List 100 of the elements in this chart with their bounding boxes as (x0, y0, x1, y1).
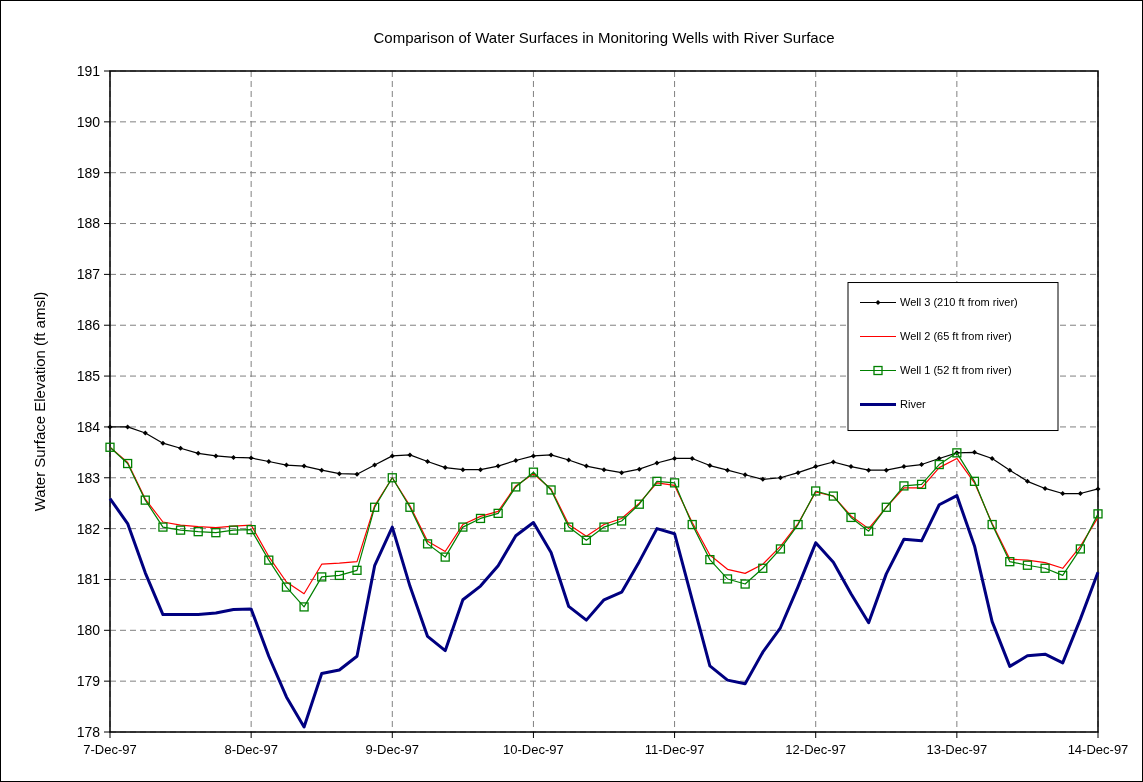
y-axis-title: Water Surface Elevation (ft amsl) (31, 291, 48, 512)
point (634, 499, 644, 509)
point (740, 579, 750, 589)
point (425, 459, 431, 464)
point (1058, 570, 1068, 581)
point (387, 473, 397, 483)
point (369, 502, 380, 512)
point (742, 472, 748, 478)
x-tick-label: 7-Dec-97 (83, 742, 137, 757)
y-tick-label: 185 (76, 367, 101, 384)
point (636, 466, 642, 472)
x-tick-label: 12-Dec-97 (785, 742, 847, 757)
point (178, 445, 184, 451)
point (264, 555, 274, 565)
y-tick-label: 178 (76, 723, 101, 740)
point (652, 476, 662, 486)
point (1060, 491, 1066, 497)
point (211, 528, 221, 538)
point (883, 467, 889, 473)
point (583, 463, 589, 469)
point (440, 552, 450, 562)
point (705, 554, 715, 565)
point (175, 525, 186, 535)
point (334, 570, 345, 581)
point (899, 481, 909, 491)
point (669, 478, 680, 488)
y-tick-label: 187 (76, 266, 101, 283)
point (493, 508, 503, 519)
point (689, 455, 695, 461)
point (616, 516, 627, 526)
point (142, 430, 148, 436)
point (317, 572, 327, 582)
x-tick-label: 10-Dec-97 (503, 742, 564, 757)
point (654, 460, 660, 466)
y-tick-label: 189 (76, 164, 101, 181)
point (107, 424, 113, 430)
point (548, 452, 554, 458)
point (105, 442, 115, 452)
point (193, 527, 203, 537)
point (1040, 563, 1050, 573)
point (422, 539, 433, 549)
point (1042, 485, 1048, 491)
point (299, 602, 309, 612)
point (530, 453, 536, 459)
point (725, 467, 730, 473)
point (513, 457, 519, 463)
point (758, 563, 768, 573)
point (795, 470, 801, 476)
point (601, 467, 607, 473)
point (125, 424, 131, 430)
point (319, 467, 325, 473)
point (581, 535, 592, 545)
point (828, 491, 839, 501)
point (919, 462, 925, 468)
point (354, 471, 360, 477)
point (122, 458, 133, 469)
point (687, 519, 697, 530)
point (1024, 478, 1030, 484)
point (213, 453, 219, 459)
point (407, 452, 413, 458)
point (246, 524, 256, 535)
y-tick-label: 181 (76, 571, 101, 588)
point (775, 544, 786, 554)
legend-label: Well 1 (52 ft from river) (900, 364, 1012, 377)
point (405, 502, 415, 512)
point (848, 464, 854, 470)
x-tick-label: 9-Dec-97 (365, 742, 420, 757)
y-tick-label: 184 (76, 418, 101, 435)
point (158, 522, 168, 532)
point (283, 462, 289, 468)
point (934, 459, 944, 470)
chart-title: Comparison of Water Surfaces in Monitoring Wells with River Surface (373, 29, 835, 46)
x-tick-label: 13-Dec-97 (926, 742, 988, 757)
point (901, 464, 907, 470)
point (566, 457, 572, 463)
point (301, 463, 307, 469)
point (989, 455, 995, 461)
legend-label: Well 2 (65 ft from river) (900, 330, 1012, 343)
point (511, 482, 521, 492)
point (266, 459, 272, 464)
point (969, 476, 980, 486)
point (1005, 557, 1015, 567)
point (460, 467, 466, 473)
y-tick-label: 180 (76, 622, 101, 639)
point (672, 455, 678, 461)
point (846, 512, 856, 523)
point (777, 475, 783, 481)
point (1093, 509, 1103, 519)
y-tick-label: 179 (76, 673, 101, 690)
point (599, 522, 609, 532)
point (972, 449, 977, 455)
point (389, 453, 395, 459)
point (811, 486, 821, 496)
y-tick-label: 186 (76, 317, 101, 334)
point (248, 455, 254, 461)
x-tick-label: 14-Dec-97 (1067, 742, 1129, 757)
point (863, 526, 874, 536)
legend-label: River (900, 398, 927, 411)
point (722, 574, 733, 584)
point (916, 479, 927, 490)
